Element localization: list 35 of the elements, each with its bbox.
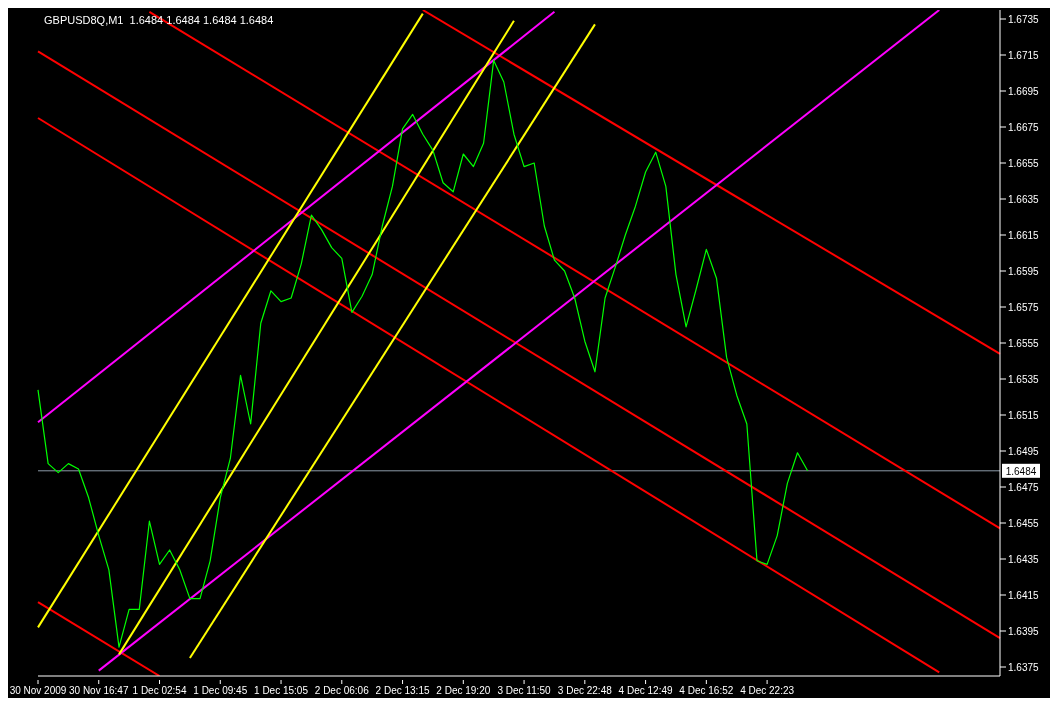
y-tick-label: 1.6675 <box>1008 121 1040 133</box>
ref-line-label: 1.6484 <box>1005 465 1037 477</box>
y-tick-label: 1.6375 <box>1008 661 1040 673</box>
x-tick-label: 30 Nov 16:47 <box>69 685 129 696</box>
y-tick-label: 1.6555 <box>1008 337 1040 349</box>
x-tick-label: 2 Dec 19:20 <box>436 685 491 696</box>
x-tick-label: 30 Nov 2009 <box>9 685 67 696</box>
y-tick-label: 1.6735 <box>1008 13 1040 25</box>
x-tick-label: 1 Dec 15:05 <box>254 685 309 696</box>
x-tick-label: 1 Dec 02:54 <box>132 685 187 696</box>
y-tick-label: 1.6535 <box>1008 373 1040 385</box>
x-tick-label: 3 Dec 11:50 <box>497 685 552 696</box>
y-tick-label: 1.6575 <box>1008 301 1040 313</box>
x-tick-label: 3 Dec 22:48 <box>557 685 613 696</box>
y-tick-label: 1.6495 <box>1008 445 1040 457</box>
y-tick-label: 1.6455 <box>1008 517 1040 529</box>
x-tick-label: 4 Dec 22:23 <box>740 685 795 696</box>
y-tick-label: 1.6395 <box>1008 625 1040 637</box>
line-series <box>37 59 809 648</box>
chart-title: GBPUSD8Q,M1 1.6484 1.6484 1.6484 1.6484 <box>44 14 274 26</box>
y-tick-label: 1.6515 <box>1008 409 1040 421</box>
y-tick-label: 1.6415 <box>1008 589 1040 601</box>
x-tick-label: 4 Dec 12:49 <box>618 685 673 696</box>
y-tick-label: 1.6595 <box>1008 265 1040 277</box>
y-tick-label: 1.6635 <box>1008 193 1040 205</box>
y-tick-label: 1.6655 <box>1008 157 1040 169</box>
x-tick-label: 4 Dec 16:52 <box>679 685 734 696</box>
x-tick-label: 1 Dec 09:45 <box>193 685 248 696</box>
y-tick-label: 1.6475 <box>1008 481 1040 493</box>
x-tick-label: 2 Dec 13:15 <box>375 685 430 696</box>
y-tick-label: 1.6695 <box>1008 85 1040 97</box>
x-tick-label: 2 Dec 06:06 <box>314 685 370 696</box>
y-tick-label: 1.6435 <box>1008 553 1040 565</box>
y-tick-label: 1.6615 <box>1008 229 1040 241</box>
y-tick-label: 1.6715 <box>1008 49 1040 61</box>
